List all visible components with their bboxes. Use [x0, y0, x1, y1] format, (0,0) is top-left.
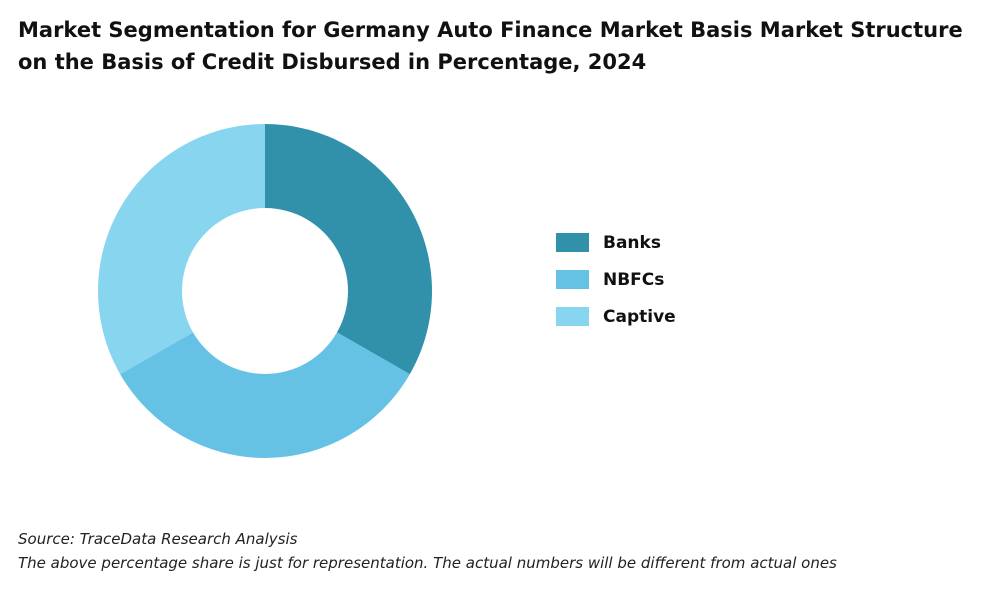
chart-title-line-2: on the Basis of Credit Disbursed in Perc…	[18, 50, 647, 74]
disclaimer-note: The above percentage share is just for r…	[18, 554, 837, 572]
legend-swatch-captive	[556, 307, 589, 326]
chart-legend: Banks NBFCs Captive	[556, 224, 676, 335]
legend-label-banks: Banks	[603, 232, 661, 253]
chart-title: Market Segmentation for Germany Auto Fin…	[18, 14, 978, 78]
donut-slice-captive	[98, 123, 265, 375]
legend-item-captive: Captive	[556, 298, 676, 335]
legend-item-nbfcs: NBFCs	[556, 261, 676, 298]
donut-slice-banks	[265, 124, 432, 375]
legend-label-nbfcs: NBFCs	[603, 269, 665, 290]
chart-title-line-1: Market Segmentation for Germany Auto Fin…	[18, 18, 963, 42]
chart-footer: Source: TraceData Research Analysis The …	[18, 527, 837, 575]
legend-label-captive: Captive	[603, 306, 676, 327]
legend-swatch-nbfcs	[556, 270, 589, 289]
source-note: Source: TraceData Research Analysis	[18, 530, 298, 548]
legend-item-banks: Banks	[556, 224, 676, 261]
legend-swatch-banks	[556, 233, 589, 252]
donut-slice-nbfcs	[120, 332, 410, 459]
